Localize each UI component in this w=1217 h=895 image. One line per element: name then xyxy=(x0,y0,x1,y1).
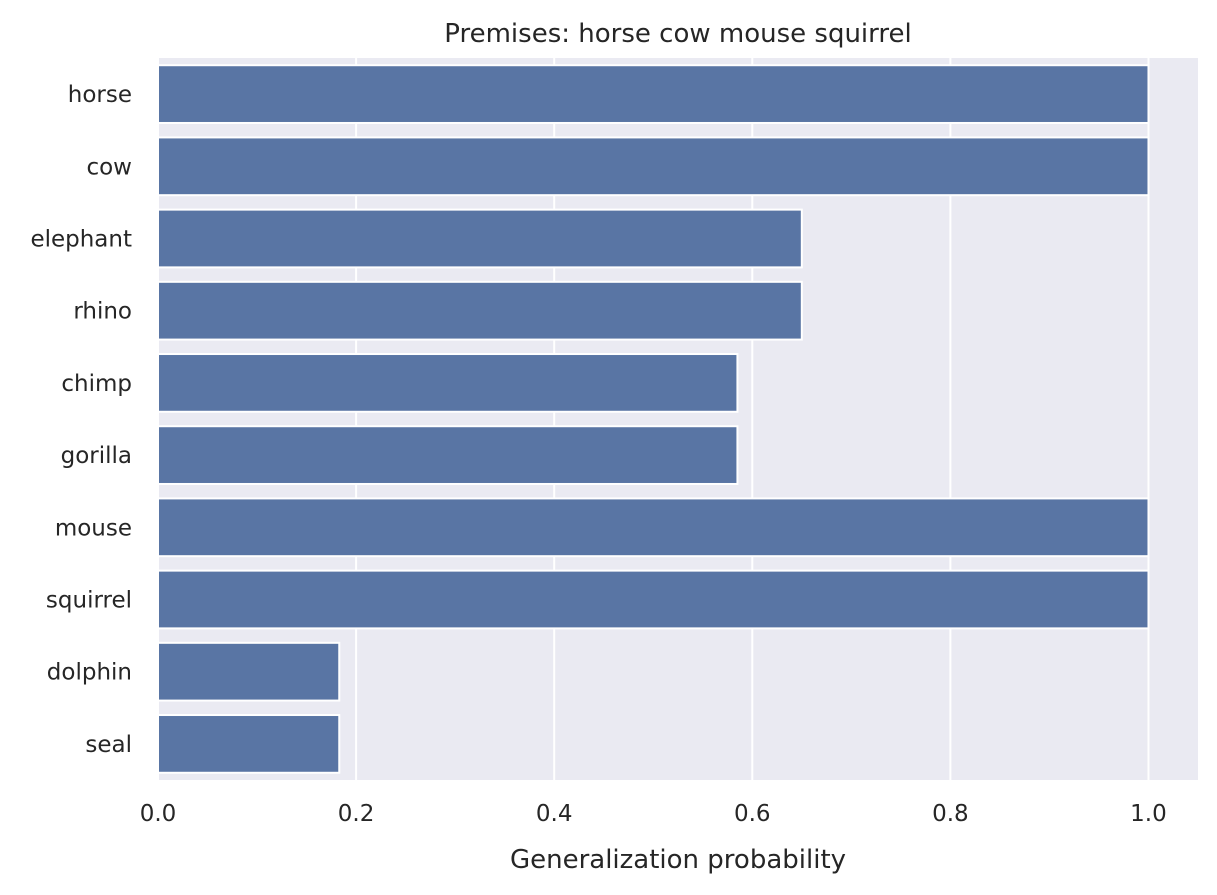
bar xyxy=(157,497,1150,558)
y-tick-label: rhino xyxy=(73,299,132,325)
bar xyxy=(157,280,803,341)
y-tick-label: seal xyxy=(85,732,132,758)
x-tick-label: 0.8 xyxy=(932,801,969,827)
y-tick-label: gorilla xyxy=(61,443,132,469)
bar xyxy=(157,569,1150,630)
bar xyxy=(157,714,341,774)
x-axis-label: Generalization probability xyxy=(510,845,846,875)
y-tick-label: mouse xyxy=(55,515,132,541)
bar xyxy=(157,208,803,269)
y-tick-label: squirrel xyxy=(46,588,132,614)
x-tick-label: 0.2 xyxy=(338,801,375,827)
bars xyxy=(157,64,1150,774)
y-tick-label: horse xyxy=(68,82,132,108)
chart-title: Premises: horse cow mouse squirrel xyxy=(444,19,911,49)
bar xyxy=(157,136,1150,197)
bar xyxy=(157,64,1150,124)
x-tick-label: 1.0 xyxy=(1130,801,1167,827)
y-tick-label: chimp xyxy=(61,371,132,397)
bar xyxy=(157,425,739,485)
y-tick-labels: horse cow elephant rhino chimp gorilla mouse sq… xyxy=(30,82,132,758)
x-tick-label: 0.4 xyxy=(536,801,573,827)
y-tick-label: elephant xyxy=(30,227,132,253)
x-tick-label: 0.0 xyxy=(140,801,177,827)
bar xyxy=(157,353,739,413)
x-tick-labels: 0.0 0.2 0.4 0.6 0.8 1.0 xyxy=(140,801,1167,827)
y-tick-label: dolphin xyxy=(47,660,132,686)
bar xyxy=(157,641,341,702)
y-tick-label: cow xyxy=(86,154,132,180)
x-tick-label: 0.6 xyxy=(734,801,771,827)
